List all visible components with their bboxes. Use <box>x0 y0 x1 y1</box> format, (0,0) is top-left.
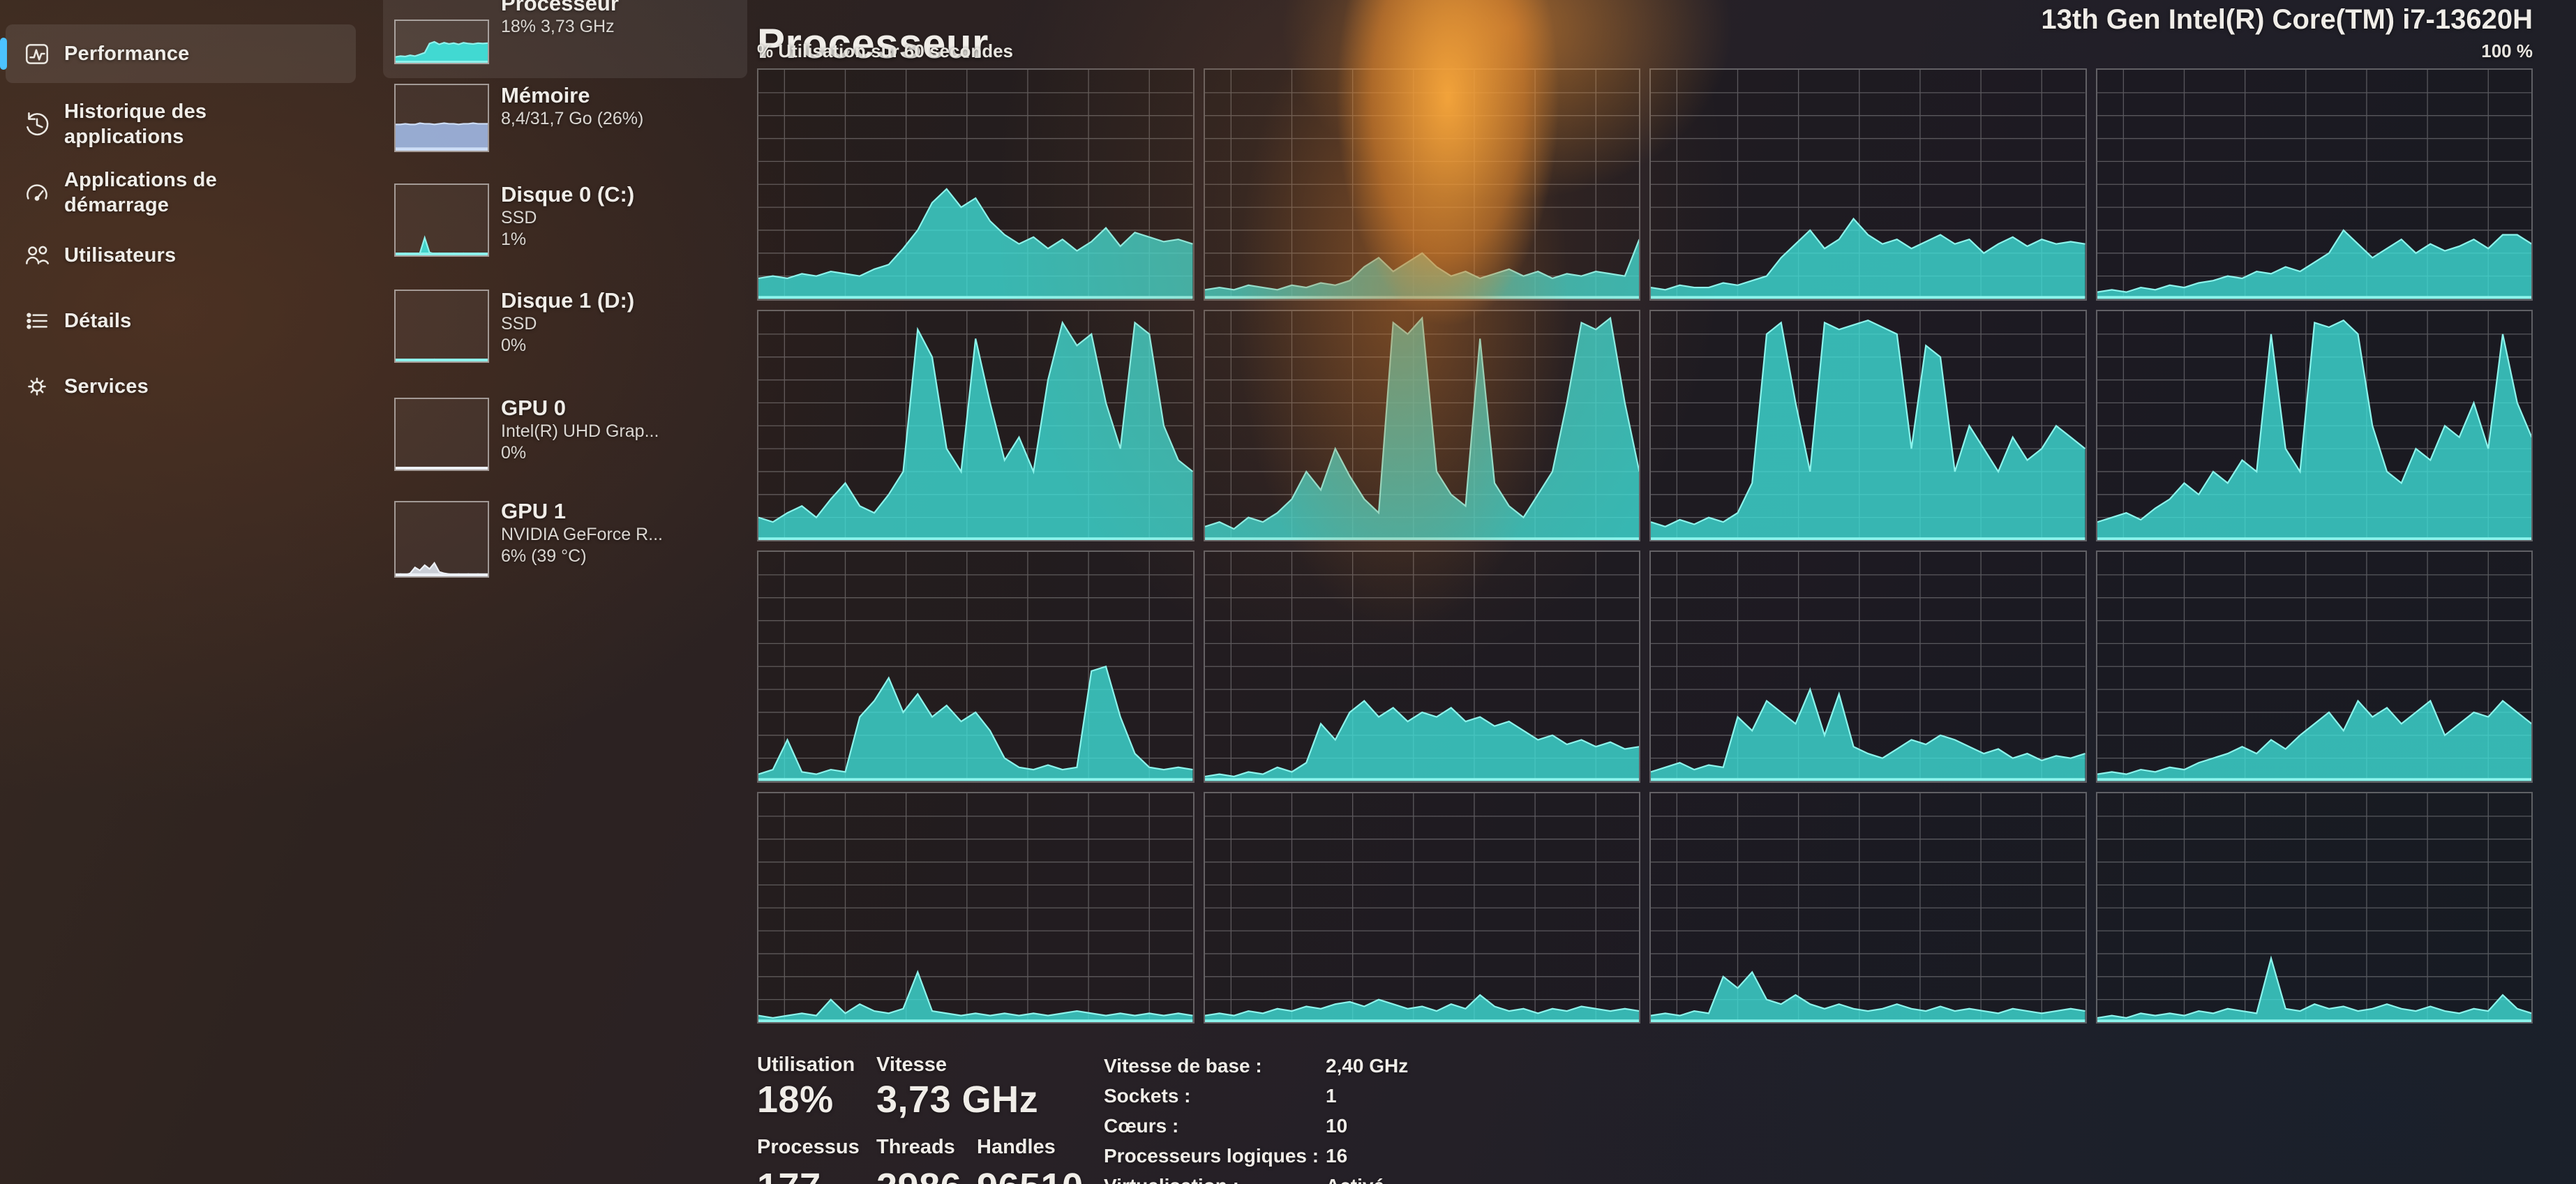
sidebar-item-details[interactable]: Détails <box>6 296 356 346</box>
mini-item-sub: NVIDIA GeForce R... <box>501 525 664 544</box>
mini-item-sub2: 6% (39 °C) <box>501 546 587 566</box>
cpu-core-graph-13[interactable] <box>1203 791 1640 1024</box>
cpu-core-graph-11[interactable] <box>2095 550 2533 783</box>
mini-item-sub: Intel(R) UHD Grap... <box>501 421 659 441</box>
cpu-core-graph-12[interactable] <box>757 791 1195 1024</box>
memory-mini-chart <box>394 84 489 152</box>
cpu-core-graph-5[interactable] <box>1203 309 1640 541</box>
mini-item-title: Processeur <box>501 0 619 15</box>
stat-label: Handles <box>977 1136 1056 1158</box>
services-gear-icon <box>22 372 52 401</box>
cpu-core-graph-8[interactable] <box>757 550 1195 783</box>
app-history-icon <box>22 110 52 139</box>
sidebar-item-label: Détails <box>64 310 132 332</box>
mini-item-title: Mémoire <box>501 83 590 107</box>
cpu-detail-panel: Processeur 13th Gen Intel(R) Core(TM) i7… <box>754 0 2576 1184</box>
cpu-core-graph-2[interactable] <box>1649 68 2087 301</box>
mini-item-sub: 8,4/31,7 Go (26%) <box>501 109 644 128</box>
sidebar-item-services[interactable]: Services <box>6 361 356 412</box>
gpu0-mini-chart <box>394 398 489 471</box>
stat-detail-label: Vitesse de base : <box>1104 1055 1262 1077</box>
disk1-mini-chart <box>394 290 489 363</box>
stat-value-processus: 177 <box>757 1165 821 1184</box>
sidebar-item-performance[interactable]: Performance <box>0 24 356 83</box>
stat-detail-value: 2,40 GHz <box>1326 1055 1409 1077</box>
mini-item-title: GPU 0 <box>501 396 567 420</box>
cpu-core-graph-14[interactable] <box>1649 791 2087 1024</box>
cpu-core-graph-4[interactable] <box>757 309 1195 541</box>
stat-detail-value: 10 <box>1326 1115 1348 1137</box>
disk0-mini-chart <box>394 183 489 257</box>
stat-detail-label: Processeurs logiques : <box>1104 1145 1319 1167</box>
cpu-core-graph-7[interactable] <box>2095 309 2533 541</box>
cpu-core-graph-10[interactable] <box>1649 550 2087 783</box>
sidebar-item-utilisateurs[interactable]: Utilisateurs <box>6 230 356 280</box>
stat-value-handles: 96510 <box>977 1165 1084 1184</box>
selected-accent-pill <box>0 38 7 70</box>
chart-axis-label: % Utilisation sur 60 secondes <box>757 40 1014 61</box>
startup-gauge-icon <box>22 178 52 207</box>
cpu-mini-chart <box>394 20 489 64</box>
mini-item-title: GPU 1 <box>501 499 567 523</box>
cpu-core-graph-6[interactable] <box>1649 309 2087 541</box>
sidebar-item-label: Utilisateurs <box>64 244 177 267</box>
stat-label: Utilisation <box>757 1054 855 1076</box>
mini-item-sub2: 0% <box>501 443 527 463</box>
performance-graph-icon <box>22 39 52 68</box>
cpu-core-graph-1[interactable] <box>1203 68 1640 301</box>
details-list-icon <box>22 306 52 336</box>
stat-value-threads: 2986 <box>876 1165 961 1184</box>
mini-item-sub2: 1% <box>501 230 527 249</box>
mini-item-sub: SSD <box>501 314 537 334</box>
mini-item-title: Disque 0 (C:) <box>501 182 635 207</box>
sidebar-item-label: Applications de démarrage <box>64 169 217 216</box>
cpu-core-graph-3[interactable] <box>2095 68 2533 301</box>
stat-value-utilisation: 18% <box>757 1079 834 1121</box>
sidebar-item-label: Historique des applications <box>64 100 207 148</box>
stat-label: Vitesse <box>876 1054 948 1076</box>
sidebar-item-processus[interactable]: Processus <box>6 0 356 6</box>
sidebar-item-label: Performance <box>64 43 190 65</box>
stat-detail-label: Virtualisation : <box>1104 1175 1326 1184</box>
stat-detail-value: 1 <box>1326 1085 1337 1107</box>
stat-detail-label: Sockets : <box>1104 1085 1191 1107</box>
sidebar: Processus Performance Historique des app… <box>0 0 380 1184</box>
performance-mini-list: Processeur 18% 3,73 GHz Mémoire 8,4/31,7… <box>380 0 754 1184</box>
sidebar-item-historique[interactable]: Historique des applications <box>6 91 356 158</box>
chart-max-label: 100 % <box>2481 40 2533 61</box>
stat-label: Processus <box>757 1136 860 1158</box>
users-icon <box>22 241 52 270</box>
cpu-core-graph-9[interactable] <box>1203 550 1640 783</box>
cpu-core-graph-0[interactable] <box>757 68 1195 301</box>
mini-item-sub: 18% 3,73 GHz <box>501 17 615 36</box>
stat-label: Threads <box>876 1136 955 1158</box>
sidebar-item-label: Services <box>64 375 149 398</box>
stat-value-vitesse: 3,73 GHz <box>876 1079 1039 1121</box>
stat-detail-value: 16 <box>1326 1145 1348 1167</box>
sidebar-item-demarrage[interactable]: Applications de démarrage <box>6 159 356 226</box>
logical-processors-grid <box>757 68 2533 1024</box>
stat-detail-value: Activé <box>1326 1175 1384 1184</box>
gpu1-mini-chart <box>394 501 489 578</box>
stat-detail-label: Cœurs : <box>1104 1115 1179 1137</box>
mini-item-sub: SSD <box>501 208 537 227</box>
mini-item-title: Disque 1 (D:) <box>501 288 635 313</box>
cpu-model-name: 13th Gen Intel(R) Core(TM) i7-13620H <box>2041 4 2533 35</box>
cpu-core-graph-15[interactable] <box>2095 791 2533 1024</box>
mini-item-sub2: 0% <box>501 336 527 355</box>
